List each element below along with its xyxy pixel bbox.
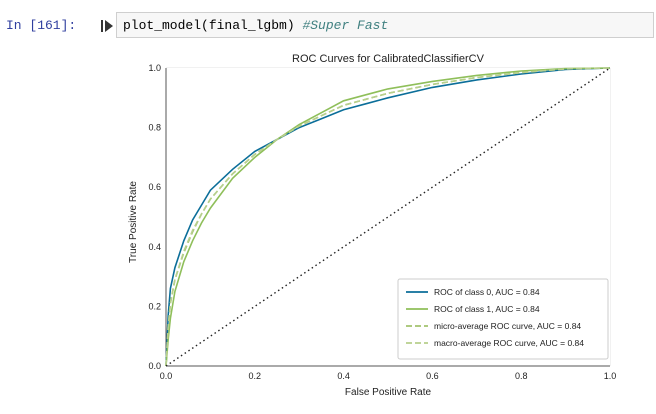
diagonal-reference-line [165,67,611,367]
roc-chart: ROC Curves for CalibratedClassifierCV 0.… [128,53,616,398]
x-tick-label: 0.2 [249,371,262,381]
cell-output: ROC Curves for CalibratedClassifierCV 0.… [120,46,650,406]
x-tick-label: 0.4 [337,371,350,381]
legend-label: ROC of class 0, AUC = 0.84 [434,287,540,297]
legend-box [397,278,609,360]
x-tick-label: 1.0 [604,371,617,381]
cell-prompt: In [161]: [6,18,77,33]
chart-series [165,67,611,367]
legend-label: ROC of class 1, AUC = 0.84 [434,304,540,314]
run-cell-icon[interactable] [100,19,114,33]
chart-title: ROC Curves for CalibratedClassifierCV [292,53,485,65]
y-tick-label: 1.0 [148,63,161,73]
series-line-3 [165,67,611,367]
code-text: plot_model(final_lgbm) [123,18,295,33]
y-tick-label: 0.6 [148,182,161,192]
code-comment: #Super Fast [302,18,389,33]
y-tick-label: 0.2 [148,301,161,311]
chart-ticks: 0.0 0.2 0.4 0.6 0.8 1.0 0.0 0.2 0.4 0.6 0.8 1.0 [148,63,616,381]
y-tick-label: 0.8 [148,123,161,133]
chart-legend: ROC of class 0, AUC = 0.84 ROC of class 1… [397,278,609,360]
legend-label: micro-average ROC curve, AUC = 0.84 [434,321,581,331]
code-input[interactable]: plot_model(final_lgbm) #Super Fast [116,12,654,38]
y-axis-label: True Positive Rate [128,181,139,263]
x-tick-label: 0.0 [160,371,173,381]
code-line: plot_model(final_lgbm) #Super Fast [123,18,388,33]
x-tick-label: 0.6 [426,371,439,381]
x-axis-label: False Positive Rate [345,387,432,398]
y-tick-label: 0.0 [148,361,161,371]
x-tick-label: 0.8 [515,371,528,381]
y-tick-label: 0.4 [148,242,161,252]
legend-label: macro-average ROC curve, AUC = 0.84 [434,338,584,348]
